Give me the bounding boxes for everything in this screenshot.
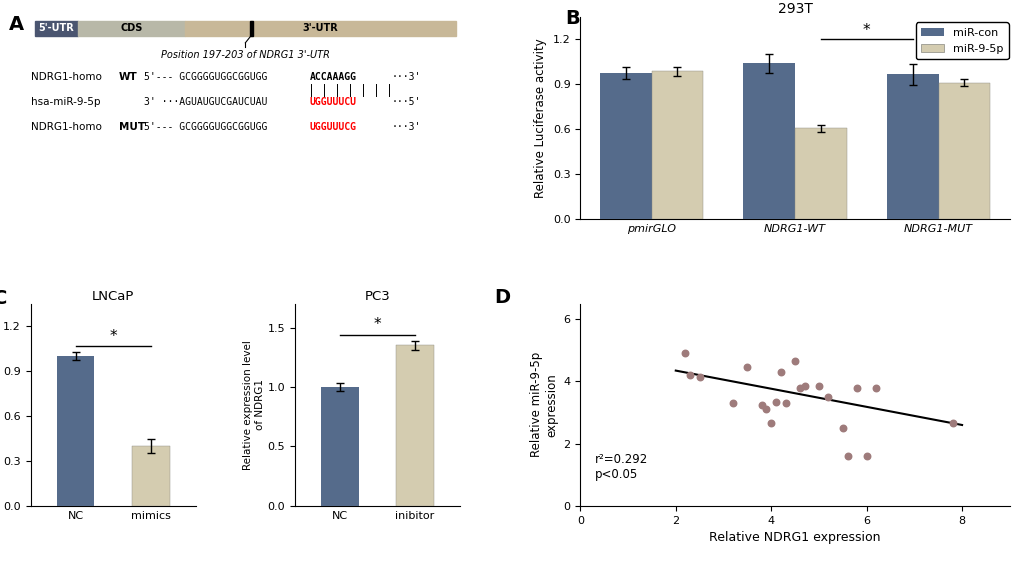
Bar [321,387,359,506]
Bar [35,21,77,35]
Bar [57,356,95,506]
Text: *: * [109,329,117,344]
Point [786,357,802,366]
Y-axis label: Relative Luciferase activity: Relative Luciferase activity [534,38,547,198]
Text: 3'-UTR: 3'-UTR [303,24,338,33]
Text: 5'--- GCGGGGUGGCGGUGG: 5'--- GCGGGGUGGCGGUGG [145,121,268,132]
Text: hsa-miR-9-5p: hsa-miR-9-5p [31,97,100,107]
Legend: miR-con, miR-9-5p: miR-con, miR-9-5p [915,22,1008,59]
Point [944,419,960,428]
Bar [77,21,185,35]
Text: ACCAAAGG: ACCAAAGG [310,72,357,83]
Point [691,372,707,381]
Point [791,383,807,392]
Point [682,371,698,380]
Text: ···5': ···5' [391,97,420,107]
X-axis label: Relative NDRG1 expression: Relative NDRG1 expression [708,531,880,544]
Title: PC3: PC3 [364,289,390,302]
Bar [743,64,794,219]
Point [834,424,850,433]
Text: B: B [565,10,580,28]
Point [776,398,793,407]
Point [819,392,836,401]
Bar [887,75,937,219]
Bar [395,346,433,506]
Text: CDS: CDS [120,24,143,33]
Text: NDRG1-homo: NDRG1-homo [31,121,101,132]
Point [796,382,812,391]
Bar [131,446,169,506]
Text: 5'-UTR: 5'-UTR [39,24,74,33]
Point [762,419,779,428]
Point [725,398,741,407]
Point [858,452,874,461]
Y-axis label: Relative miR-9-5p
expression: Relative miR-9-5p expression [530,352,557,457]
Point [771,368,788,377]
Text: Position 197-203 of NDRG1 3'-UTR: Position 197-203 of NDRG1 3'-UTR [161,50,329,60]
Bar [250,21,253,35]
Text: r²=0.292
p<0.05: r²=0.292 p<0.05 [594,453,647,481]
Text: D: D [494,288,511,307]
Bar [599,73,651,219]
Text: UGGUUUCU: UGGUUUCU [310,97,357,107]
Bar [794,128,846,219]
Bar [185,21,455,35]
Text: C: C [0,289,7,308]
Text: WT: WT [118,72,138,83]
Point [739,363,755,372]
Text: *: * [373,318,381,332]
Point [767,397,784,406]
Point [867,383,883,392]
Title: 293T: 293T [776,2,812,16]
Text: NDRG1-homo: NDRG1-homo [31,72,101,83]
Point [839,452,855,461]
Y-axis label: Relative expression level
of NDRG1: Relative expression level of NDRG1 [243,340,265,470]
Point [810,382,826,391]
Bar [937,83,989,219]
Text: 3' ···AGUAUGUCGAUCUAU: 3' ···AGUAUGUCGAUCUAU [145,97,268,107]
Point [848,383,864,392]
Point [757,405,773,414]
Text: *: * [862,23,870,38]
Text: A: A [9,15,24,34]
Point [677,349,693,358]
Text: 5'--- GCGGGGUGGCGGUGG: 5'--- GCGGGGUGGCGGUGG [145,72,268,83]
Text: MUT: MUT [118,121,145,132]
Text: UGGUUUCG: UGGUUUCG [310,121,357,132]
Text: ···3': ···3' [391,72,420,83]
Bar [651,71,702,219]
Point [753,400,769,409]
Title: LNCaP: LNCaP [92,289,135,302]
Text: ···3': ···3' [391,121,420,132]
